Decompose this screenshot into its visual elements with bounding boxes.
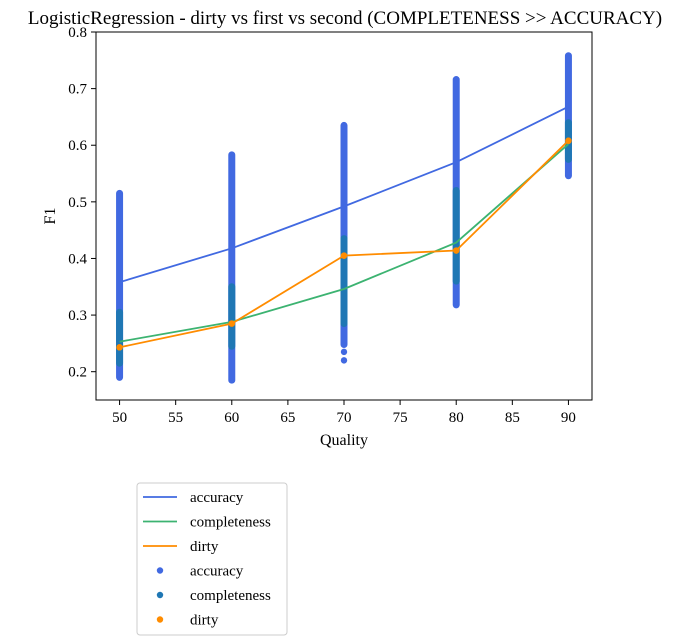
scatter-point-dirty-top-90: [565, 137, 572, 144]
y-tick-label-0.8: 0.8: [68, 25, 87, 41]
x-tick-label-80: 80: [449, 410, 464, 426]
x-tick-label-65: 65: [280, 410, 295, 426]
scatter-point-dirty-top-60: [228, 320, 235, 327]
x-tick-label-55: 55: [168, 410, 183, 426]
x-tick-label-90: 90: [561, 410, 576, 426]
scatter-point-dirty-top-80: [453, 247, 460, 254]
plot-area: [116, 52, 572, 384]
legend: accuracy completeness dirty accuracy complet…: [136, 482, 288, 636]
scatter-series-completeness: [116, 119, 572, 367]
scatter-series-accuracy: [116, 52, 572, 384]
scatter-point-accuracy-70: [340, 348, 348, 356]
legend-label-accuracy: accuracy: [190, 564, 244, 580]
legend-label-dirty: dirty: [190, 613, 219, 629]
y-tick-label-0.3: 0.3: [68, 308, 87, 324]
scatter-point-dirty-top-50: [116, 344, 123, 351]
y-tick-label-0.2: 0.2: [68, 365, 87, 381]
legend-label-completeness: completeness: [190, 515, 271, 531]
scatter-point-dirty-top-70: [340, 252, 348, 259]
x-tick-label-70: 70: [337, 410, 352, 426]
x-axis: 50 55 60 65 70 75 80 85 90: [112, 400, 576, 426]
line-series-accuracy: [119, 105, 569, 284]
x-tick-label-75: 75: [393, 410, 408, 426]
legend-label-dirty: dirty: [190, 539, 219, 555]
x-axis-label: Quality: [320, 432, 368, 449]
legend-dot-accuracy: [156, 567, 164, 574]
line-series-completeness: [119, 143, 569, 343]
legend-dot-completeness: [156, 591, 164, 599]
y-tick-label-0.7: 0.7: [68, 82, 87, 98]
scatter-series-dirty-top: [116, 137, 572, 351]
legend-label-completeness: completeness: [190, 588, 271, 604]
legend-dot-dirty: [156, 616, 164, 623]
x-tick-label-60: 60: [224, 410, 239, 426]
y-tick-label-0.4: 0.4: [68, 251, 87, 267]
legend-label-accuracy: accuracy: [190, 490, 244, 506]
chart-title: LogisticRegression - dirty vs first vs s…: [28, 8, 662, 29]
x-tick-label-85: 85: [505, 410, 520, 426]
y-axis: 0.2 0.3 0.4 0.5 0.6 0.7 0.8: [68, 25, 96, 381]
scatter-point-accuracy-70: [340, 357, 348, 364]
y-tick-label-0.6: 0.6: [68, 138, 87, 154]
y-tick-label-0.5: 0.5: [68, 195, 87, 211]
y-axis-label: F1: [42, 208, 59, 225]
x-tick-label-50: 50: [112, 410, 127, 426]
